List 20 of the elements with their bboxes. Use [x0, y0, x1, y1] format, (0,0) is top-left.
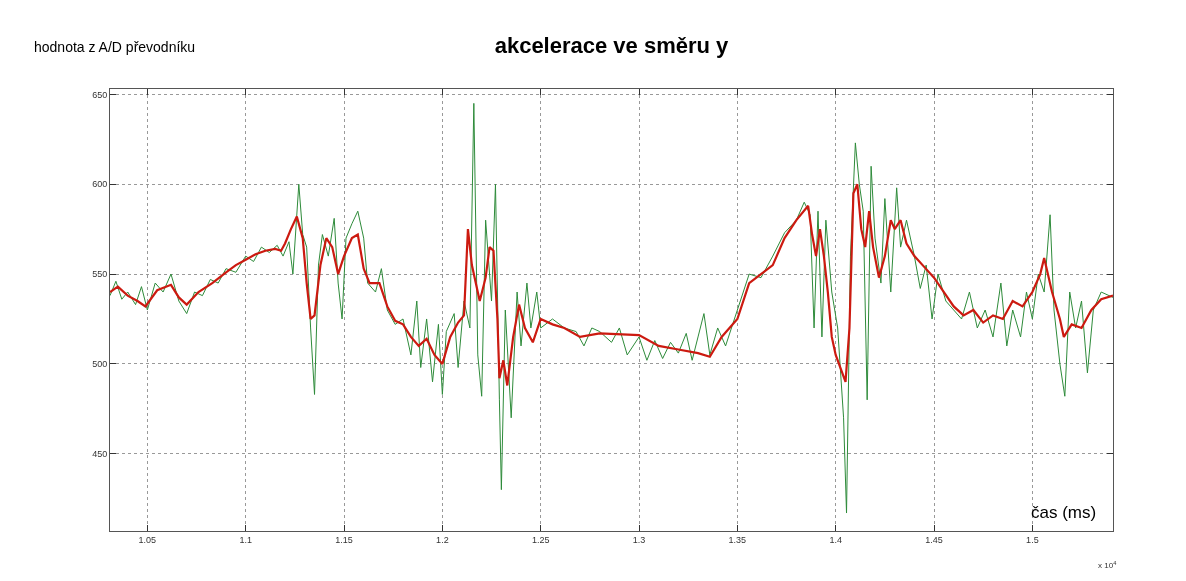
y-tick-label: 450: [92, 448, 108, 459]
x-tick-label: 1.1: [239, 534, 252, 545]
x-tick-label: 1.5: [1026, 534, 1039, 545]
x-tick-label: 1.25: [531, 534, 550, 545]
x-tick-label: 1.35: [728, 534, 747, 545]
x-axis-title: čas (ms): [1031, 503, 1097, 522]
chart-title: akcelerace ve směru y: [494, 32, 730, 58]
x-tick-label: 1.2: [436, 534, 449, 545]
y-axis-title: hodnota z A/D převodníku: [34, 39, 196, 55]
x-tick-label: 1.4: [829, 534, 842, 545]
x-tick-label: 1.3: [632, 534, 646, 545]
y-tick-label: 600: [92, 179, 108, 190]
y-tick-label: 500: [92, 359, 108, 370]
line-series: [110, 183, 1113, 387]
x-tick-label: 1.15: [335, 534, 353, 545]
y-tick-label: 550: [92, 269, 108, 280]
y-tick-label: 650: [92, 89, 108, 100]
text: x 10$^{4}$: [1098, 560, 1117, 571]
x-tick-label: 1.05: [138, 534, 157, 545]
x-tick-label: 1.45: [925, 534, 943, 545]
